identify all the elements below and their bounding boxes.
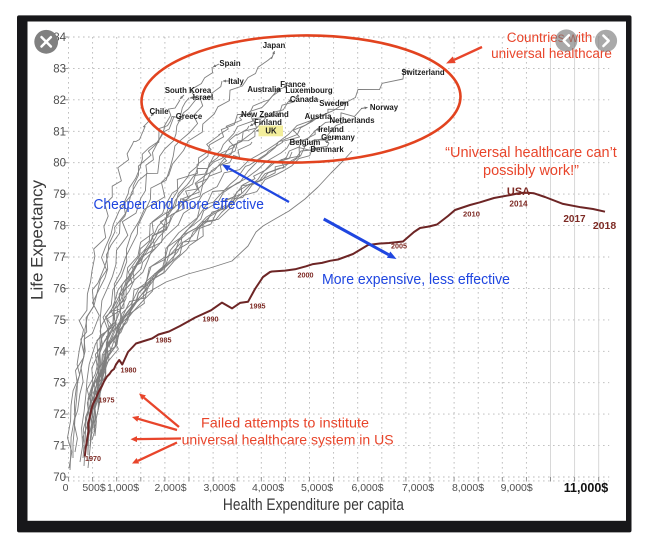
- svg-text:Countries with: Countries with: [507, 30, 593, 45]
- svg-text:Switzerland: Switzerland: [401, 68, 445, 77]
- svg-text:2000: 2000: [298, 271, 314, 280]
- svg-text:France: France: [280, 80, 306, 89]
- svg-text:81: 81: [53, 126, 66, 138]
- svg-text:Luxembourg: Luxembourg: [285, 86, 332, 95]
- svg-text:9,000$: 9,000$: [501, 482, 533, 494]
- svg-text:Germany: Germany: [321, 133, 355, 142]
- svg-text:1970: 1970: [85, 454, 101, 463]
- svg-text:73: 73: [53, 378, 66, 390]
- svg-text:3,000$: 3,000$: [203, 482, 235, 494]
- svg-text:2,000$: 2,000$: [154, 482, 186, 494]
- svg-text:Finland: Finland: [254, 118, 282, 127]
- svg-text:2010: 2010: [463, 210, 480, 219]
- svg-text:Denmark: Denmark: [310, 145, 344, 154]
- svg-text:universal healthcare system in: universal healthcare system in US: [182, 432, 394, 448]
- svg-text:Failed attempts to institute: Failed attempts to institute: [201, 415, 369, 431]
- svg-text:USA: USA: [507, 186, 530, 198]
- svg-text:4,000$: 4,000$: [252, 482, 284, 494]
- svg-text:1980: 1980: [121, 366, 137, 375]
- svg-text:72: 72: [53, 409, 66, 421]
- svg-text:Greece: Greece: [176, 112, 203, 121]
- svg-text:78: 78: [53, 221, 66, 233]
- svg-text:universal healthcare: universal healthcare: [491, 46, 612, 61]
- svg-text:2018: 2018: [593, 220, 617, 232]
- svg-text:South Korea: South Korea: [165, 86, 212, 95]
- svg-text:75: 75: [53, 315, 66, 327]
- svg-text:500$: 500$: [82, 482, 106, 494]
- svg-text:1995: 1995: [250, 302, 266, 311]
- svg-text:79: 79: [53, 189, 66, 201]
- svg-text:1985: 1985: [156, 336, 172, 345]
- svg-text:7,000$: 7,000$: [402, 482, 434, 494]
- svg-text:Netherlands: Netherlands: [329, 116, 375, 125]
- svg-text:11,000$: 11,000$: [564, 481, 609, 495]
- svg-text:1975: 1975: [99, 396, 115, 405]
- svg-text:Norway: Norway: [370, 103, 399, 112]
- svg-text:Spain: Spain: [219, 59, 240, 68]
- svg-text:1,000$: 1,000$: [107, 482, 139, 494]
- svg-text:Cheaper and more effective: Cheaper and more effective: [93, 197, 264, 213]
- svg-text:6,000$: 6,000$: [351, 482, 383, 494]
- svg-text:70: 70: [53, 472, 66, 484]
- svg-text:80: 80: [53, 158, 66, 170]
- svg-text:Chile: Chile: [149, 107, 169, 116]
- svg-text:76: 76: [53, 283, 66, 295]
- svg-text:82: 82: [53, 95, 66, 107]
- svg-text:0: 0: [63, 482, 69, 494]
- svg-text:Ireland: Ireland: [318, 125, 344, 134]
- svg-text:Belgium: Belgium: [290, 138, 321, 147]
- svg-text:possibly work!”: possibly work!”: [483, 163, 579, 179]
- svg-text:UK: UK: [265, 127, 277, 136]
- svg-text:77: 77: [53, 252, 66, 264]
- svg-text:2005: 2005: [391, 242, 407, 251]
- svg-text:New Zealand: New Zealand: [241, 110, 289, 119]
- svg-text:2014: 2014: [509, 200, 528, 209]
- svg-text:Canada: Canada: [290, 95, 319, 104]
- svg-text:8,000$: 8,000$: [452, 482, 484, 494]
- svg-text:Sweden: Sweden: [319, 99, 349, 108]
- svg-text:83: 83: [53, 63, 66, 75]
- svg-text:Italy: Italy: [228, 77, 244, 86]
- svg-text:More expensive, less effective: More expensive, less effective: [322, 272, 510, 288]
- svg-text:Life Expectancy: Life Expectancy: [28, 179, 47, 300]
- svg-text:Israel: Israel: [193, 93, 213, 102]
- svg-text:Austria: Austria: [305, 112, 333, 121]
- svg-text:Japan: Japan: [263, 41, 286, 50]
- svg-text:74: 74: [53, 346, 66, 358]
- svg-text:Health Expenditure per capita: Health Expenditure per capita: [223, 496, 405, 514]
- svg-text:Australia: Australia: [247, 85, 281, 94]
- svg-text:5,000$: 5,000$: [301, 482, 333, 494]
- svg-text:“Universal healthcare can’t: “Universal healthcare can’t: [445, 145, 617, 161]
- svg-text:1990: 1990: [203, 315, 219, 324]
- svg-text:71: 71: [53, 441, 66, 453]
- svg-text:2017: 2017: [563, 214, 586, 225]
